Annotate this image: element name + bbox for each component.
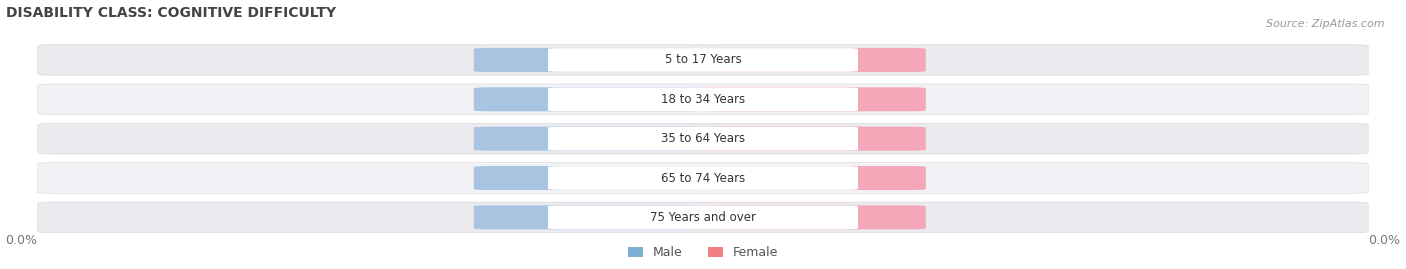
Text: 0.0%: 0.0% [574,132,606,145]
FancyBboxPatch shape [700,87,925,111]
Text: Source: ZipAtlas.com: Source: ZipAtlas.com [1267,19,1385,29]
FancyBboxPatch shape [38,84,1368,115]
FancyBboxPatch shape [38,202,1368,233]
Text: 18 to 34 Years: 18 to 34 Years [661,93,745,106]
FancyBboxPatch shape [700,205,925,229]
FancyBboxPatch shape [548,127,858,150]
Text: 0.0%: 0.0% [796,93,830,106]
FancyBboxPatch shape [548,166,858,190]
FancyBboxPatch shape [474,166,706,190]
Text: DISABILITY CLASS: COGNITIVE DIFFICULTY: DISABILITY CLASS: COGNITIVE DIFFICULTY [6,6,336,20]
Text: 0.0%: 0.0% [574,54,606,66]
Text: 0.0%: 0.0% [574,93,606,106]
FancyBboxPatch shape [38,45,1368,75]
FancyBboxPatch shape [38,123,1368,154]
Text: 0.0%: 0.0% [574,211,606,224]
FancyBboxPatch shape [548,206,858,229]
Legend: Male, Female: Male, Female [623,241,783,264]
FancyBboxPatch shape [700,166,925,190]
Text: 35 to 64 Years: 35 to 64 Years [661,132,745,145]
FancyBboxPatch shape [474,87,706,111]
Text: 0.0%: 0.0% [574,172,606,185]
Text: 0.0%: 0.0% [796,132,830,145]
Text: 0.0%: 0.0% [796,172,830,185]
Text: 5 to 17 Years: 5 to 17 Years [665,54,741,66]
FancyBboxPatch shape [474,205,706,229]
FancyBboxPatch shape [474,48,706,72]
FancyBboxPatch shape [474,127,706,151]
Text: 65 to 74 Years: 65 to 74 Years [661,172,745,185]
Text: 75 Years and over: 75 Years and over [650,211,756,224]
FancyBboxPatch shape [700,127,925,151]
Text: 0.0%: 0.0% [796,54,830,66]
FancyBboxPatch shape [548,48,858,72]
Text: 0.0%: 0.0% [6,234,38,247]
Text: 0.0%: 0.0% [1368,234,1400,247]
FancyBboxPatch shape [700,48,925,72]
FancyBboxPatch shape [38,163,1368,193]
FancyBboxPatch shape [548,87,858,111]
Text: 0.0%: 0.0% [796,211,830,224]
